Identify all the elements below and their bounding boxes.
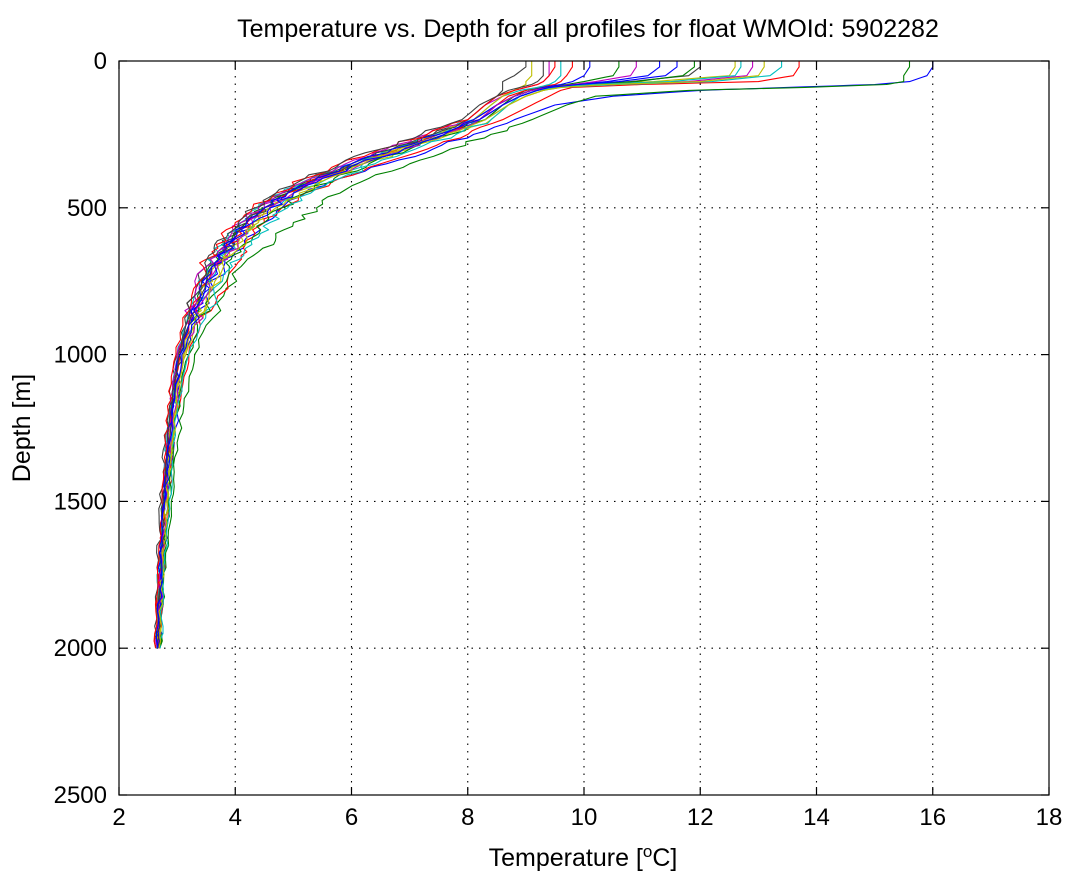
profile-line bbox=[158, 61, 765, 649]
y-tick-label: 0 bbox=[94, 48, 107, 75]
x-tick-label: 12 bbox=[687, 804, 714, 831]
profile-line bbox=[159, 61, 742, 649]
profile-line bbox=[159, 61, 911, 649]
y-tick-label: 500 bbox=[67, 195, 107, 222]
x-tick-label: 8 bbox=[461, 804, 474, 831]
x-tick-label: 10 bbox=[571, 804, 598, 831]
y-tick-label: 1000 bbox=[54, 342, 107, 369]
chart-title: Temperature vs. Depth for all profiles f… bbox=[237, 15, 939, 43]
axis-ticks: 2 4 6 8 10 12 14 16 18 0 500 1000 1500 2000 2500 bbox=[54, 48, 1063, 831]
x-tick-label: 6 bbox=[345, 804, 358, 831]
x-tick-label: 14 bbox=[803, 804, 830, 831]
y-tick-label: 2500 bbox=[54, 782, 107, 809]
plot-area bbox=[119, 61, 1049, 795]
x-axis-label: Temperature [oC] bbox=[489, 842, 678, 872]
x-tick-label: 2 bbox=[112, 804, 125, 831]
x-tick-label: 18 bbox=[1036, 804, 1063, 831]
x-tick-label: 4 bbox=[229, 804, 242, 831]
grid-lines bbox=[119, 61, 1049, 795]
profile-line bbox=[156, 61, 544, 649]
y-tick-label: 2000 bbox=[54, 635, 107, 662]
profile-line bbox=[153, 61, 556, 649]
profile-line bbox=[156, 61, 591, 649]
degree-superscript: o bbox=[643, 842, 652, 861]
profile-line bbox=[155, 61, 678, 649]
y-axis-label: Depth [m] bbox=[8, 374, 36, 482]
profile-series bbox=[153, 61, 934, 649]
y-tick-label: 1500 bbox=[54, 488, 107, 515]
x-tick-label: 16 bbox=[919, 804, 946, 831]
